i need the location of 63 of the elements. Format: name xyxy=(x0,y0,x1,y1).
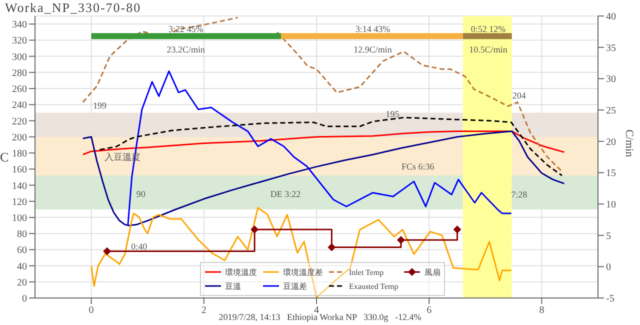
annotation: 12.9C/min xyxy=(354,44,392,55)
y-tick-label: 20 xyxy=(17,277,27,288)
x-tick-label: 2 xyxy=(201,305,206,316)
annotation: 199 xyxy=(92,100,107,110)
legend-label: 風扇 xyxy=(424,266,440,278)
y-tick-label: 320 xyxy=(12,36,27,47)
x-tick-label: 6 xyxy=(426,305,432,316)
y-tick-label: 300 xyxy=(12,52,27,63)
y-tick-label: 140 xyxy=(12,180,27,192)
y2-tick-label: 30 xyxy=(606,74,616,86)
y-axis-title: C xyxy=(0,150,9,165)
y2-tick-label: 10 xyxy=(606,200,616,211)
legend-label: 豆溫 xyxy=(225,280,241,292)
y2-tick-label: 35 xyxy=(606,42,616,54)
legend-label: Inlet Temp xyxy=(349,268,384,276)
y-tick-label: 0 xyxy=(22,294,27,305)
y2-tick-label: 5 xyxy=(606,230,611,242)
legend-label: 環境溫度 xyxy=(225,266,257,278)
y2-tick-label: 0 xyxy=(606,262,611,274)
y2-tick-label: 20 xyxy=(606,136,616,148)
y-tick-label: 220 xyxy=(12,116,27,128)
point xyxy=(453,226,462,234)
annotation: 0:52 12% xyxy=(470,24,506,34)
y-tick-label: 160 xyxy=(12,164,27,176)
annotation: 23.2C/min xyxy=(166,44,206,55)
annotation: 3:14 43% xyxy=(355,24,391,34)
y-tick-label: 340 xyxy=(12,20,27,31)
point xyxy=(250,226,259,234)
point xyxy=(328,243,336,252)
y-tick-label: 240 xyxy=(12,100,27,112)
y2-tick-label: 15 xyxy=(606,168,616,180)
line-series xyxy=(82,130,565,226)
y-tick-label: 80 xyxy=(17,229,27,240)
chart-title: Worka_NP_330-70-80 xyxy=(5,0,142,16)
line-series xyxy=(90,207,512,298)
annotation: DE 3:22 xyxy=(270,188,301,199)
annotation: 195 xyxy=(386,109,400,120)
y2-axis-title: C/min xyxy=(623,129,636,158)
legend-label: 豆溫差 xyxy=(283,280,307,292)
annotation: 10.5C/min xyxy=(469,44,508,55)
annotation: 204 xyxy=(512,90,526,101)
x-tick-label: 0 xyxy=(88,305,94,316)
y2-tick-label: 25 xyxy=(606,106,616,117)
point xyxy=(396,236,405,244)
y-tick-label: 280 xyxy=(12,68,27,79)
y-tick-label: 120 xyxy=(12,196,27,208)
x-tick-label: 8 xyxy=(539,305,544,316)
y-tick-label: 200 xyxy=(12,132,27,144)
line-series xyxy=(98,116,563,176)
point xyxy=(103,247,112,256)
annotation: 3:22 45% xyxy=(168,24,204,34)
y2-tick-label: 40 xyxy=(606,12,616,23)
y-tick-label: 60 xyxy=(17,245,27,256)
y-tick-label: 180 xyxy=(12,148,27,160)
y2-tick-label: -5 xyxy=(606,294,614,305)
legend-label: Exausted Temp xyxy=(349,282,398,290)
annotation: FCs 6:36 xyxy=(401,162,435,172)
annotation: 0:40 xyxy=(131,241,148,252)
y-tick-label: 260 xyxy=(12,84,27,96)
annotation: 7:28 xyxy=(511,190,528,200)
y-tick-label: 40 xyxy=(17,261,27,272)
annotation: 90 xyxy=(136,188,146,199)
y-tick-label: 100 xyxy=(12,212,27,224)
